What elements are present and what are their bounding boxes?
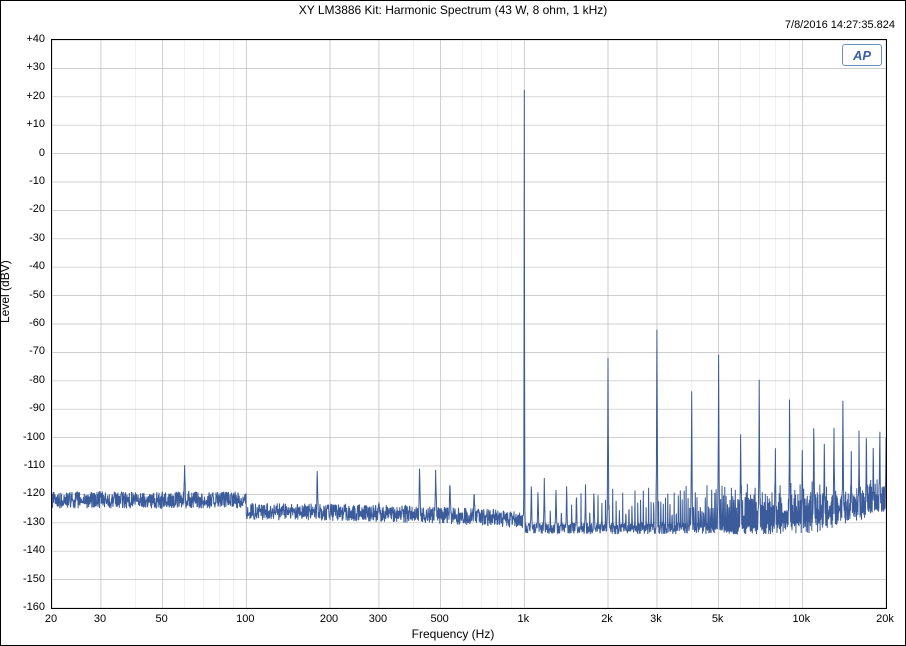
y-tick-label: -30 xyxy=(1,232,45,244)
y-tick-label: -150 xyxy=(1,573,45,585)
y-tick-label: +20 xyxy=(1,90,45,102)
x-tick-label: 20 xyxy=(45,613,57,625)
y-tick-label: -140 xyxy=(1,544,45,556)
y-tick-label: -130 xyxy=(1,516,45,528)
y-tick-label: -160 xyxy=(1,601,45,613)
y-tick-label: -70 xyxy=(1,345,45,357)
chart-container: XY LM3886 Kit: Harmonic Spectrum (43 W, … xyxy=(0,0,906,646)
y-tick-label: -10 xyxy=(1,175,45,187)
x-tick-label: 300 xyxy=(369,613,387,625)
y-tick-label: -120 xyxy=(1,487,45,499)
chart-title: XY LM3886 Kit: Harmonic Spectrum (43 W, … xyxy=(1,3,905,17)
x-tick-label: 3k xyxy=(650,613,662,625)
y-tick-label: -60 xyxy=(1,317,45,329)
y-tick-label: +40 xyxy=(1,33,45,45)
x-tick-label: 500 xyxy=(430,613,448,625)
plot-area: AP xyxy=(51,39,887,609)
y-tick-label: -50 xyxy=(1,289,45,301)
x-tick-label: 2k xyxy=(601,613,613,625)
line-svg xyxy=(52,40,886,608)
timestamp-label: 7/8/2016 14:27:35.824 xyxy=(785,19,895,31)
x-tick-label: 200 xyxy=(320,613,338,625)
x-tick-label: 5k xyxy=(712,613,724,625)
x-tick-label: 20k xyxy=(876,613,894,625)
y-tick-label: -90 xyxy=(1,402,45,414)
x-tick-label: 100 xyxy=(236,613,254,625)
y-tick-label: 0 xyxy=(1,147,45,159)
y-tick-label: -100 xyxy=(1,431,45,443)
x-tick-label: 50 xyxy=(156,613,168,625)
x-tick-label: 30 xyxy=(94,613,106,625)
y-tick-label: +30 xyxy=(1,61,45,73)
x-axis-label: Frequency (Hz) xyxy=(1,627,905,641)
y-tick-label: -80 xyxy=(1,374,45,386)
x-tick-label: 1k xyxy=(518,613,530,625)
y-tick-label: -110 xyxy=(1,459,45,471)
x-tick-label: 10k xyxy=(792,613,810,625)
y-tick-label: +10 xyxy=(1,118,45,130)
y-tick-label: -40 xyxy=(1,260,45,272)
y-tick-label: -20 xyxy=(1,203,45,215)
